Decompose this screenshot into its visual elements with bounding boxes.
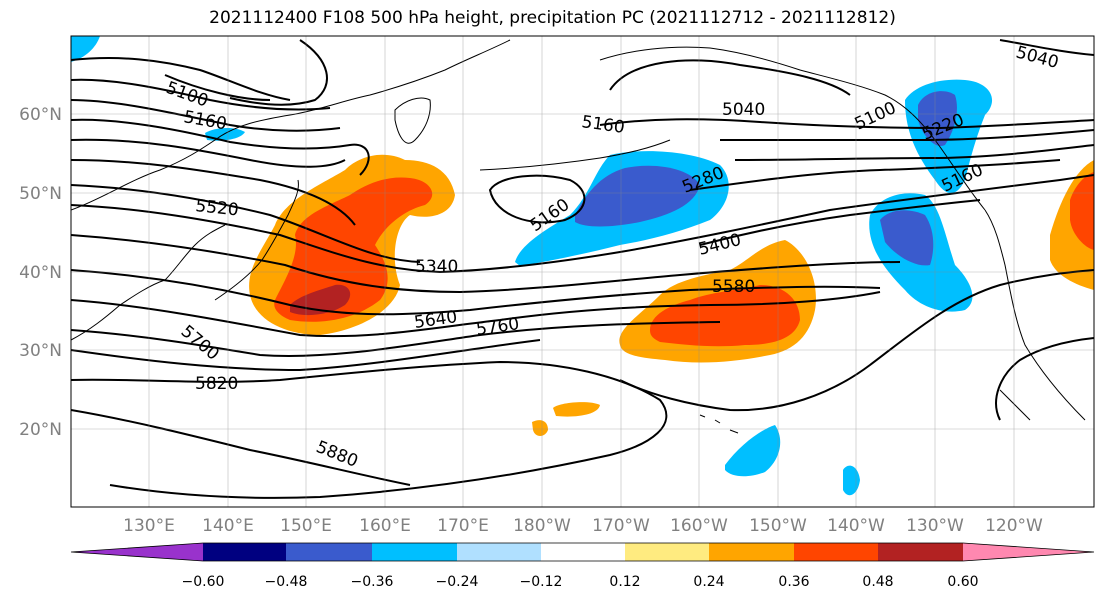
contour-ring-3 <box>71 159 356 226</box>
coastline-alaska <box>599 46 986 211</box>
lon-label: 120°W <box>985 516 1043 536</box>
lat-label: 50°N <box>19 184 62 204</box>
contour-5220 <box>720 129 1094 142</box>
lat-label: 20°N <box>19 420 62 440</box>
colorbar-swatch <box>286 543 372 561</box>
lon-label: 160°E <box>359 516 411 536</box>
contour-pacific-low <box>609 59 851 96</box>
contour-5820 <box>71 360 668 499</box>
contour-label-5820: 5820 <box>195 374 238 394</box>
contour-label-5340: 5340 <box>415 257 458 277</box>
colorbar-swatch <box>457 543 541 561</box>
contour-5040-east <box>999 39 1094 56</box>
contour-label-5520: 5520 <box>194 196 239 220</box>
colorbar-swatch <box>625 543 709 561</box>
longitude-labels: 130°E 140°E 150°E 160°E 170°E 180°W 170°… <box>123 516 1043 536</box>
contour-5760 <box>71 339 541 372</box>
colorbar-swatch <box>71 543 203 561</box>
contour-ring-5 <box>71 174 1094 274</box>
colorbar-label: 0.36 <box>778 574 809 590</box>
contour-5100-label-path <box>164 74 271 101</box>
contour-5160-west <box>71 99 341 132</box>
positive-anomaly-small-2 <box>532 420 548 436</box>
lon-label: 170°E <box>437 516 489 536</box>
strong-negative-anomaly-north-pacific <box>575 165 700 227</box>
colorbar-label: −0.48 <box>265 574 308 590</box>
gridlines <box>71 36 1094 507</box>
colorbar-swatch <box>878 543 963 561</box>
coastline-north-america-west <box>984 209 1086 421</box>
colorbar-swatch <box>203 543 286 561</box>
lon-label: 160°W <box>670 516 728 536</box>
strong-negative-anomaly-northeast-pacific <box>880 210 934 266</box>
coastline-kamchatka <box>394 97 431 144</box>
coastline-baja <box>999 389 1031 421</box>
contour-ring-2 <box>71 138 346 168</box>
colorbar-swatch <box>709 543 794 561</box>
contour-5640 <box>71 291 881 338</box>
contour-north-east <box>734 144 1094 161</box>
contour-5520 <box>71 234 901 294</box>
lat-label: 40°N <box>19 263 62 283</box>
contour-ring-4 <box>71 184 421 263</box>
colorbar-label: 0.12 <box>609 574 640 590</box>
lon-label: 150°E <box>280 516 332 536</box>
strong-anomaly-west-pacific <box>274 177 433 322</box>
colorbar-labels: −0.60 −0.48 −0.36 −0.24 −0.12 0.12 0.24 … <box>182 574 979 590</box>
contour-alaska <box>599 118 1094 130</box>
height-contours <box>71 39 1094 499</box>
map-frame <box>70 35 1095 508</box>
negative-anomaly-small-2 <box>71 36 100 62</box>
contour-5100-west <box>71 78 331 111</box>
lon-label: 130°E <box>123 516 175 536</box>
lon-label: 140°E <box>202 516 254 536</box>
contour-5880 <box>71 409 411 486</box>
colorbar-label: −0.60 <box>182 574 225 590</box>
contour-east-trough <box>995 337 1094 421</box>
colorbar-label: −0.24 <box>436 574 479 590</box>
strong-anomaly-central-pacific <box>650 285 800 347</box>
colorbar-label: 0.60 <box>947 574 978 590</box>
contour-north-loop <box>229 39 328 106</box>
contour-ring-6 <box>71 269 881 316</box>
strong-negative-anomaly-alaska-coast <box>918 91 957 146</box>
lat-label: 30°N <box>19 341 62 361</box>
contour-label-5580: 5580 <box>712 277 755 297</box>
colorbar-label: −0.12 <box>520 574 563 590</box>
contour-5280 <box>689 159 1061 191</box>
lon-label: 170°W <box>592 516 650 536</box>
lon-label: 140°W <box>827 516 885 536</box>
coastlines <box>71 39 1086 434</box>
hawaii-islands <box>699 414 739 434</box>
colorbar-outline <box>70 542 1095 562</box>
colorbar-label: −0.36 <box>351 574 394 590</box>
lon-label: 130°W <box>906 516 964 536</box>
contour-5160-closed <box>488 174 586 224</box>
coastline-asia <box>71 39 511 211</box>
precip-anomaly-shading <box>71 36 1094 496</box>
colorbar-swatch <box>541 543 625 561</box>
colorbar-swatches <box>70 542 1095 562</box>
lat-label: 60°N <box>19 105 62 125</box>
contour-5040-west <box>71 57 291 101</box>
positive-anomaly-small-1 <box>553 402 600 417</box>
coastline-aleutians <box>479 139 671 171</box>
latitude-labels: 60°N 50°N 40°N 30°N 20°N <box>19 105 62 440</box>
colorbar-swatch <box>794 543 878 561</box>
colorbar-label: 0.48 <box>862 574 893 590</box>
negative-anomaly-hawaii <box>725 425 781 477</box>
colorbar-label: 0.24 <box>693 574 724 590</box>
colorbar-swatch <box>372 543 457 561</box>
lon-label: 180°W <box>513 516 571 536</box>
contour-ring-1 <box>71 118 370 176</box>
colorbar: −0.60 −0.48 −0.36 −0.24 −0.12 0.12 0.24 … <box>70 542 1095 590</box>
contour-label-5040-c: 5040 <box>722 100 765 120</box>
strong-anomaly-us-west <box>1070 172 1094 250</box>
lon-label: 150°W <box>749 516 807 536</box>
map-title: 2021112400 F108 500 hPa height, precipit… <box>209 8 896 28</box>
colorbar-swatch <box>963 543 1094 561</box>
coastline-japan <box>214 179 299 301</box>
